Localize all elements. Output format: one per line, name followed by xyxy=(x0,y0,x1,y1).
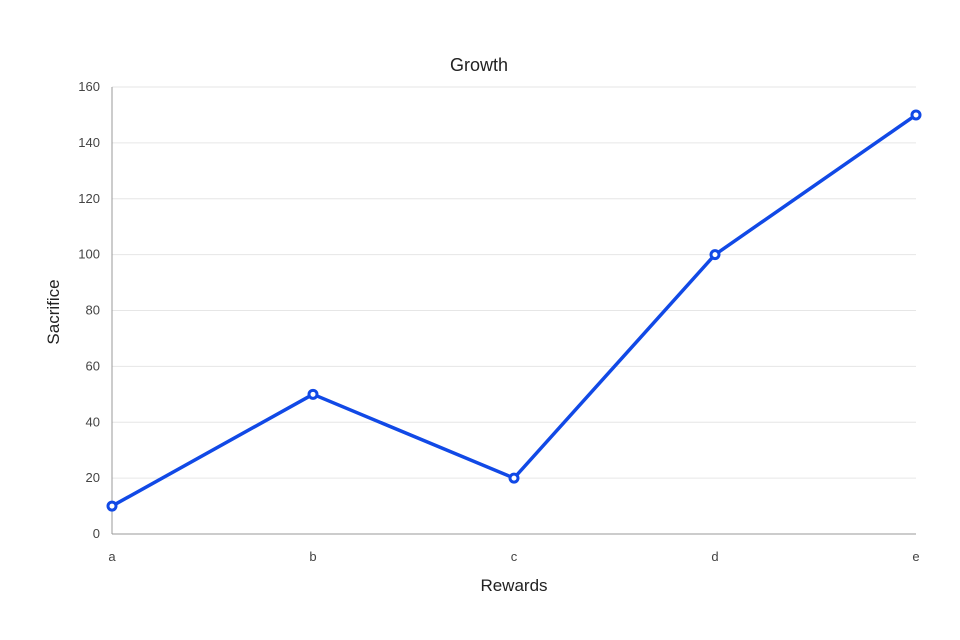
x-tick-label: d xyxy=(711,549,718,564)
data-point[interactable] xyxy=(508,472,520,484)
data-point[interactable] xyxy=(307,388,319,400)
chart-title: Growth xyxy=(450,55,508,75)
y-tick-label: 100 xyxy=(78,247,100,262)
axes xyxy=(111,87,916,535)
y-tick-label: 60 xyxy=(86,358,100,373)
x-tick-label: c xyxy=(511,549,518,564)
y-axis-label: Sacrifice xyxy=(44,279,63,344)
y-tick-label: 80 xyxy=(86,303,100,318)
y-tick-label: 140 xyxy=(78,135,100,150)
y-tick-label: 20 xyxy=(86,470,100,485)
x-tick-label: e xyxy=(912,549,919,564)
y-tick-label: 120 xyxy=(78,191,100,206)
data-point[interactable] xyxy=(106,500,118,512)
x-axis-label: Rewards xyxy=(480,576,547,595)
data-point[interactable] xyxy=(709,249,721,261)
y-tick-labels: 0 20 40 60 80 100 120 140 160 xyxy=(78,79,100,541)
x-tick-labels: a b c d e xyxy=(108,549,919,564)
series xyxy=(106,109,922,512)
x-tick-label: b xyxy=(309,549,316,564)
y-tick-label: 40 xyxy=(86,414,100,429)
y-tick-label: 0 xyxy=(93,526,100,541)
y-tick-label: 160 xyxy=(78,79,100,94)
gridlines xyxy=(112,86,916,479)
data-point[interactable] xyxy=(910,109,922,121)
x-tick-label: a xyxy=(108,549,116,564)
